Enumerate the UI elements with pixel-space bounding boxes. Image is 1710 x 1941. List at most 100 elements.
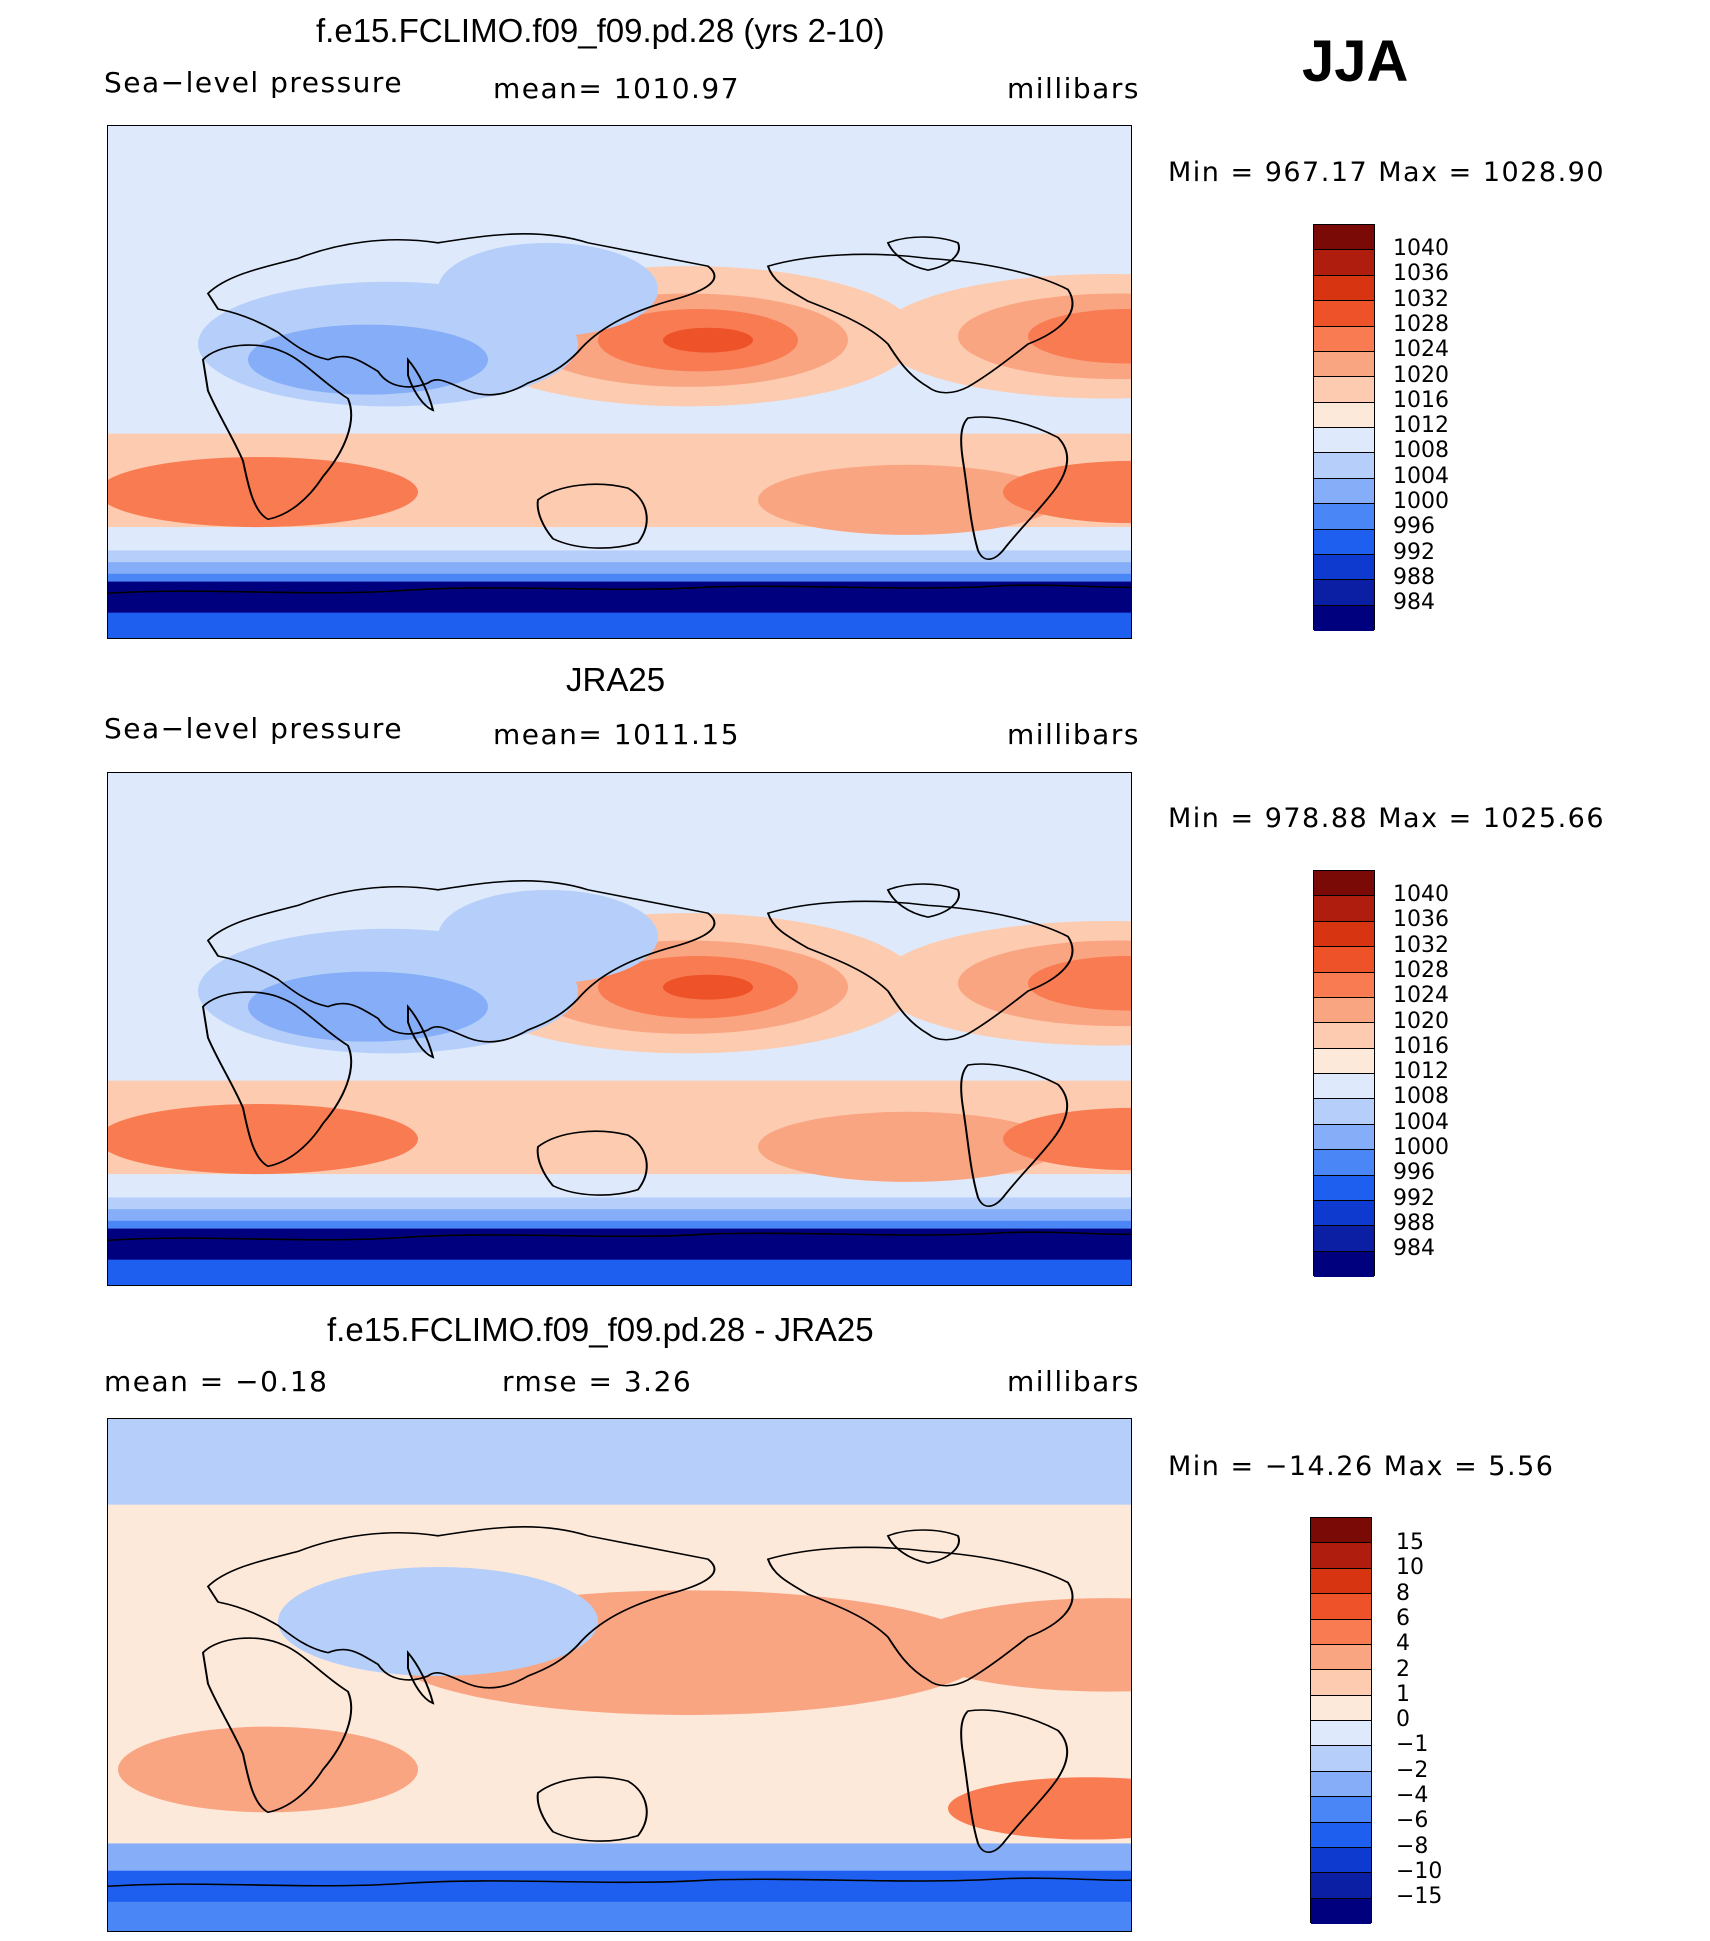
- colorbar-tick-label: 1040: [1393, 236, 1449, 261]
- panel-1-minmax: Min = 967.17 Max = 1028.90: [1168, 157, 1606, 188]
- colorbar-tick-label: 15: [1396, 1530, 1424, 1555]
- colorbar-swatch: [1311, 1822, 1371, 1848]
- colorbar-tick-label: 1040: [1393, 882, 1449, 907]
- colorbar-swatch: [1314, 1251, 1374, 1277]
- colorbar-tick-label: 10: [1396, 1555, 1424, 1581]
- colorbar-swatch: [1314, 554, 1374, 581]
- colorbar-tick-label: 1016: [1393, 1033, 1449, 1059]
- colorbar-tick-label: 1016: [1393, 387, 1449, 413]
- colorbar-tick-label: 0: [1396, 1707, 1410, 1733]
- panel-3-units-label: millibars: [1007, 1365, 1140, 1398]
- colorbar-swatch: [1314, 580, 1374, 606]
- colorbar-tick-label: 1020: [1393, 1008, 1449, 1034]
- colorbar-swatch: [1311, 1619, 1371, 1645]
- colorbar-swatch: [1311, 1898, 1371, 1924]
- colorbar-tick-label: −4: [1396, 1783, 1429, 1808]
- colorbar-swatch: [1314, 351, 1374, 378]
- colorbar-tick-label: 984: [1393, 1236, 1435, 1262]
- colorbar-swatch: [1311, 1518, 1371, 1544]
- colorbar-tick-label: 1008: [1393, 1084, 1449, 1110]
- colorbar-swatch: [1314, 504, 1374, 530]
- colorbar-swatch: [1314, 1200, 1374, 1227]
- colorbar-swatch: [1311, 1644, 1371, 1671]
- colorbar-swatch: [1314, 871, 1374, 897]
- panel-3-title: f.e15.FCLIMO.f09_f09.pd.28 - JRA25: [327, 1311, 874, 1348]
- colorbar-tick-label: 984: [1393, 590, 1435, 616]
- colorbar-swatch: [1314, 947, 1374, 973]
- panel-2-mean-label: mean= 1011.15: [493, 718, 741, 751]
- colorbar-swatch: [1314, 1175, 1374, 1201]
- colorbar-swatch: [1314, 1226, 1374, 1252]
- colorbar-tick-label: 4: [1396, 1631, 1410, 1657]
- panel-1-units-label: millibars: [1007, 72, 1140, 105]
- colorbar-tick-label: −10: [1396, 1858, 1443, 1884]
- colorbar-tick-label: 1: [1396, 1681, 1410, 1707]
- season-label: JJA: [1302, 29, 1409, 94]
- panel-1-variable-label: Sea−level pressure: [104, 66, 404, 99]
- colorbar-tick-label: 1004: [1393, 463, 1449, 489]
- colorbar-tick-label: 1000: [1393, 1135, 1449, 1160]
- colorbar-swatch: [1314, 1048, 1374, 1074]
- colorbar-tick-label: −8: [1396, 1833, 1429, 1859]
- panel-2-map: [107, 772, 1132, 1286]
- colorbar-swatch: [1311, 1543, 1371, 1569]
- colorbar-swatch: [1314, 326, 1374, 352]
- colorbar-swatch: [1314, 1074, 1374, 1100]
- panel-3-rmse-label: rmse = 3.26: [502, 1365, 693, 1398]
- colorbar-tick-label: 1036: [1393, 907, 1449, 933]
- colorbar-swatch: [1311, 1847, 1371, 1874]
- colorbar-swatch: [1314, 529, 1374, 555]
- panel-2-variable-label: Sea−level pressure: [104, 712, 404, 745]
- colorbar-tick-label: 992: [1393, 539, 1435, 565]
- colorbar-tick-label: 2: [1396, 1656, 1410, 1682]
- colorbar-swatch: [1311, 1695, 1371, 1721]
- panel-1-mean-label: mean= 1010.97: [493, 72, 741, 105]
- colorbar-tick-label: 1024: [1393, 983, 1449, 1009]
- colorbar-swatch: [1314, 275, 1374, 302]
- colorbar-tick-label: 1036: [1393, 261, 1449, 287]
- colorbar-tick-label: −1: [1396, 1732, 1429, 1758]
- panel-2-colorbar: [1313, 870, 1375, 1277]
- colorbar-tick-label: 1004: [1393, 1109, 1449, 1135]
- colorbar-swatch: [1314, 225, 1374, 251]
- colorbar-swatch: [1314, 301, 1374, 327]
- colorbar-tick-label: 988: [1393, 1210, 1435, 1236]
- colorbar-swatch: [1311, 1873, 1371, 1899]
- colorbar-swatch: [1314, 896, 1374, 922]
- colorbar-tick-label: −2: [1396, 1757, 1429, 1783]
- colorbar-swatch: [1311, 1721, 1371, 1747]
- panel-3-colorbar: [1310, 1517, 1372, 1924]
- colorbar-tick-label: 1032: [1393, 286, 1449, 312]
- colorbar-swatch: [1314, 1023, 1374, 1049]
- colorbar-swatch: [1314, 402, 1374, 428]
- colorbar-tick-label: 1032: [1393, 932, 1449, 958]
- colorbar-tick-label: 992: [1393, 1185, 1435, 1211]
- colorbar-tick-label: 1000: [1393, 489, 1449, 514]
- colorbar-tick-label: 1012: [1393, 413, 1449, 439]
- colorbar-swatch: [1311, 1797, 1371, 1823]
- panel-1-title: f.e15.FCLIMO.f09_f09.pd.28 (yrs 2-10): [316, 12, 885, 49]
- colorbar-swatch: [1311, 1746, 1371, 1772]
- colorbar-tick-label: −15: [1396, 1884, 1443, 1910]
- colorbar-swatch: [1311, 1670, 1371, 1696]
- colorbar-swatch: [1314, 428, 1374, 454]
- colorbar-swatch: [1314, 453, 1374, 479]
- colorbar-tick-label: 6: [1396, 1605, 1410, 1631]
- colorbar-swatch: [1311, 1568, 1371, 1595]
- colorbar-tick-label: 1008: [1393, 438, 1449, 464]
- colorbar-tick-label: 988: [1393, 564, 1435, 590]
- colorbar-tick-label: 1020: [1393, 362, 1449, 388]
- colorbar-tick-label: 1012: [1393, 1059, 1449, 1085]
- panel-2-units-label: millibars: [1007, 718, 1140, 751]
- panel-1-map: [107, 125, 1132, 639]
- colorbar-swatch: [1314, 997, 1374, 1024]
- colorbar-tick-label: 1024: [1393, 337, 1449, 363]
- colorbar-tick-label: 996: [1393, 514, 1435, 540]
- colorbar-swatch: [1314, 1124, 1374, 1151]
- panel-3-mean-label: mean = −0.18: [104, 1365, 329, 1398]
- colorbar-swatch: [1314, 972, 1374, 998]
- colorbar-tick-label: 996: [1393, 1160, 1435, 1186]
- panel-2-minmax: Min = 978.88 Max = 1025.66: [1168, 803, 1606, 834]
- colorbar-swatch: [1314, 921, 1374, 948]
- colorbar-swatch: [1311, 1771, 1371, 1798]
